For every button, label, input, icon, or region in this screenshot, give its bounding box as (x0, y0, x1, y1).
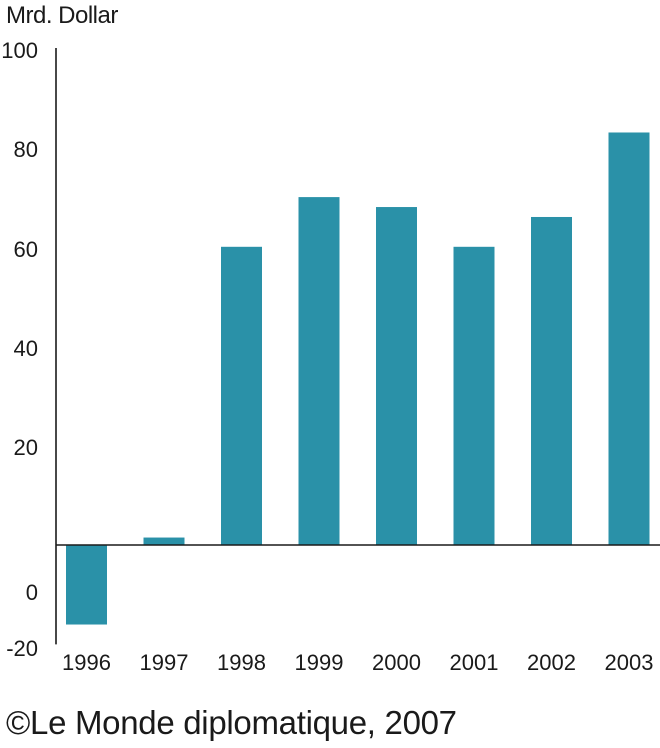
bar-1999 (298, 197, 340, 545)
y-tick-labels: 100 80 60 40 20 0 -20 (1, 38, 38, 661)
y-axis-unit-label: Mrd. Dollar (6, 2, 118, 29)
x-tick-label-2000: 2000 (372, 650, 421, 675)
x-tick-labels: 1996 1997 1998 1999 2000 2001 2002 2003 (62, 650, 653, 675)
x-tick-label-2002: 2002 (527, 650, 576, 675)
bar-chart: 100 80 60 40 20 0 -20 1996 1997 1998 1999 2000 2001… (1, 38, 660, 675)
bar-2002 (531, 216, 572, 546)
bar-2003 (608, 132, 650, 546)
y-tick-label-60: 60 (14, 237, 38, 262)
bar-1997 (143, 537, 185, 545)
x-tick-label-1999: 1999 (295, 650, 344, 675)
bar-2000 (376, 207, 417, 546)
y-tick-label-100: 100 (1, 38, 38, 63)
bar-2001 (453, 246, 495, 546)
y-tick-label-40: 40 (14, 336, 38, 361)
bar-1996 (66, 545, 107, 625)
x-tick-label-2001: 2001 (450, 650, 499, 675)
bar-1998 (221, 246, 262, 546)
x-tick-label-1998: 1998 (217, 650, 266, 675)
x-tick-label-1997: 1997 (140, 650, 189, 675)
axes-group (55, 48, 660, 645)
y-tick-label-20: 20 (14, 435, 38, 460)
x-tick-label-2003: 2003 (605, 650, 654, 675)
y-tick-label-0: 0 (26, 580, 38, 605)
bars-group (66, 132, 650, 625)
y-tick-label--20: -20 (6, 636, 38, 661)
x-tick-label-1996: 1996 (62, 650, 111, 675)
y-tick-label-80: 80 (14, 137, 38, 162)
source-credit: ©Le Monde diplomatique, 2007 (6, 704, 457, 741)
